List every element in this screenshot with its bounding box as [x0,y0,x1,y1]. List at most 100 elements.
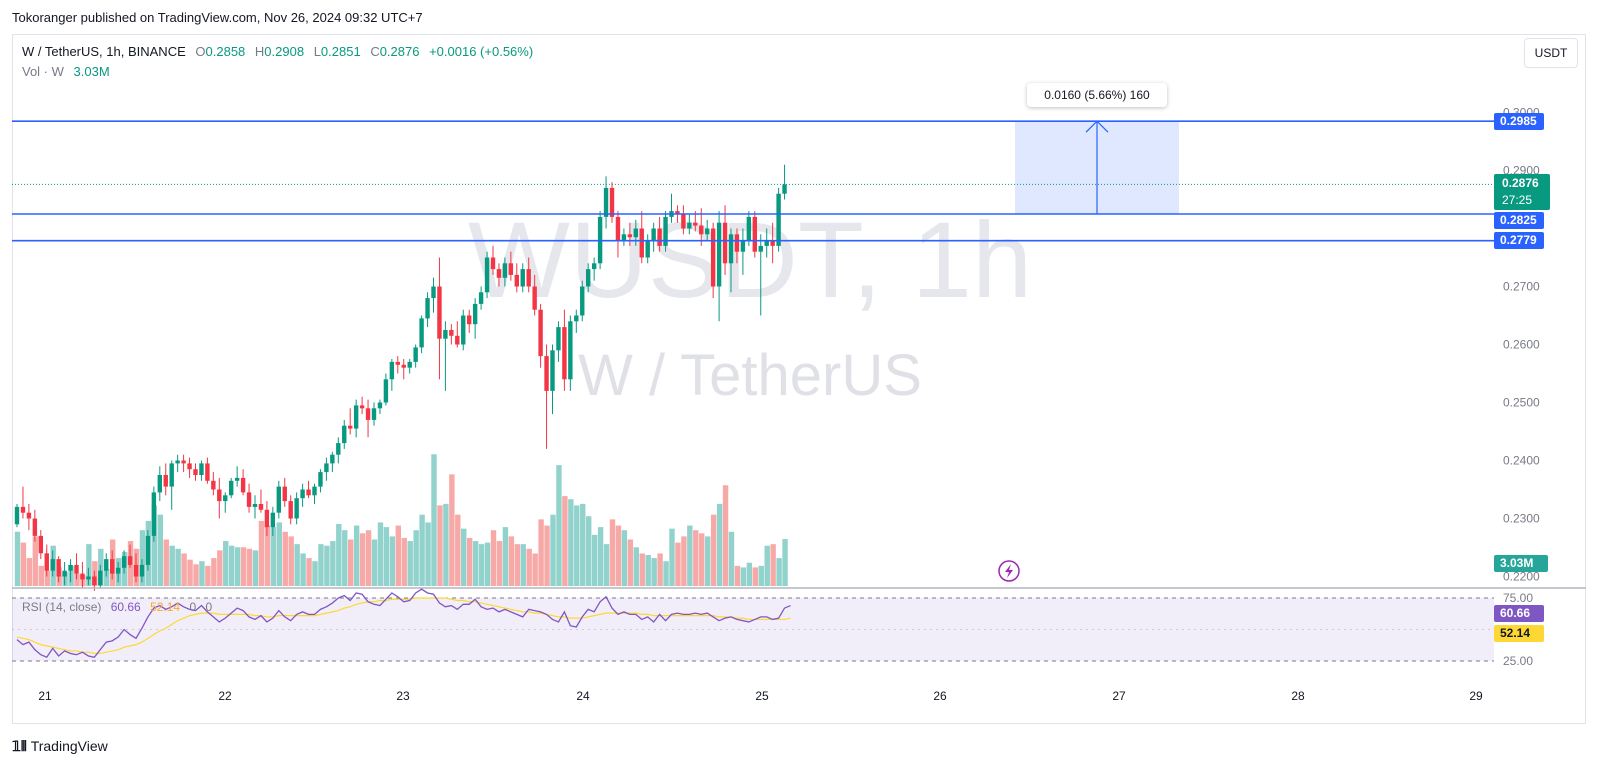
chart-frame [12,34,1586,724]
high-value: 0.2908 [264,44,305,59]
candle-body [740,240,746,252]
candle-body [383,379,389,403]
candle-body [752,216,757,252]
candle-body [264,509,270,528]
candle-body [538,309,543,357]
candle-body [44,553,49,571]
volume-bar [20,542,27,586]
volume-bar [300,553,306,586]
volume-bar [782,539,788,586]
candle-body [675,211,680,214]
candle-body [223,495,228,502]
low-value: 0.2851 [320,44,361,59]
x-tick-label: 29 [1469,689,1483,703]
volume-bar [669,528,675,586]
candle-body [395,361,400,365]
candle-body [431,286,436,299]
measure-tool[interactable] [1015,120,1179,214]
volume-bar [657,553,663,586]
volume-bar [562,496,568,586]
volume-bar [770,544,776,586]
x-tick-label: 23 [396,689,410,703]
publisher-line: Tokoranger published on TradingView.com,… [12,10,423,25]
volume-bar [716,503,723,586]
volume-bar [312,561,318,586]
tradingview-footer[interactable]: 𝟙⫴ TradingView [12,738,108,755]
candle-body [710,228,716,287]
horizontal-lines[interactable] [12,120,1586,589]
close-value: 0.2876 [379,44,420,59]
volume-bar [431,454,437,586]
countdown-value: 27:25 [1502,193,1533,207]
candle-body [657,228,662,246]
candle-body [716,222,722,287]
currency-button[interactable]: USDT [1524,38,1578,68]
candles [14,164,787,591]
volume-bar [324,545,330,586]
volume-legend: Vol · W 3.03M [22,64,110,79]
x-tick-label: 27 [1112,689,1126,703]
symbol-label[interactable]: W / TetherUS, 1h, BINANCE [22,44,186,59]
y-tick-label: 0.2700 [1503,280,1540,294]
candle-body [449,330,454,336]
volume-bar [544,525,550,586]
volume-bar [538,519,544,586]
volume-bar [556,465,562,586]
volume-bar [603,544,610,586]
volume-bar [580,503,586,586]
rsi-legend-v4: 0 [205,600,212,614]
lightning-icon[interactable] [998,560,1020,582]
candle-body [556,327,561,351]
rsi-legend-name: RSI (14, close) [22,600,101,614]
candle-body [229,480,234,496]
volume-bar [62,572,68,586]
volume-bar [687,525,693,586]
candle-body [514,274,519,287]
volume-label: Vol · W [22,64,64,79]
candle-body [461,315,466,345]
volume-bar [425,522,431,586]
volume-bar [371,539,378,586]
candle-body [389,361,395,380]
volume-bar [597,527,604,586]
volume-bar [86,544,92,586]
candle-body [615,216,621,241]
volume-bar [199,561,205,586]
volume-bar [472,541,479,586]
volume-bar [663,561,669,586]
volume-bar [746,562,753,586]
volume-bar [740,567,747,586]
svg-text:RSI (14, close) 60.66: RSI (14, close) 60.66 52.14 0 0 [22,600,212,614]
candle-body [413,347,418,362]
x-tick-label: 28 [1291,689,1305,703]
candle-body [645,240,650,258]
candle-body [365,408,371,420]
candle-body [324,463,329,473]
candle-body [699,225,704,235]
volume-bar [276,522,282,586]
volume-bar [163,539,169,586]
volume-bar [139,530,146,586]
volume-bar [264,525,271,586]
candle-body [74,564,79,574]
candle-body [693,222,698,226]
candle-body [20,506,26,513]
candle-body [56,559,61,577]
x-tick-label: 26 [933,689,947,703]
volume-bar [615,525,622,586]
volume-bar [681,536,687,586]
rsi-legend-v3: 0 [189,600,196,614]
price-label-mid-line: 0.2825 [1494,212,1544,229]
volume-bar [205,565,211,586]
candle-body [490,257,496,270]
candle-body [467,315,472,325]
volume-bar [758,565,764,586]
candle-body [770,240,775,246]
candle-body [627,234,633,238]
y-tick-label: 0.2200 [1503,570,1540,584]
rsi-scale-label: 60.66 [1494,605,1544,622]
candle-body [437,286,442,339]
price-label-top-line: 0.2985 [1494,113,1544,130]
candle-body [127,556,133,565]
